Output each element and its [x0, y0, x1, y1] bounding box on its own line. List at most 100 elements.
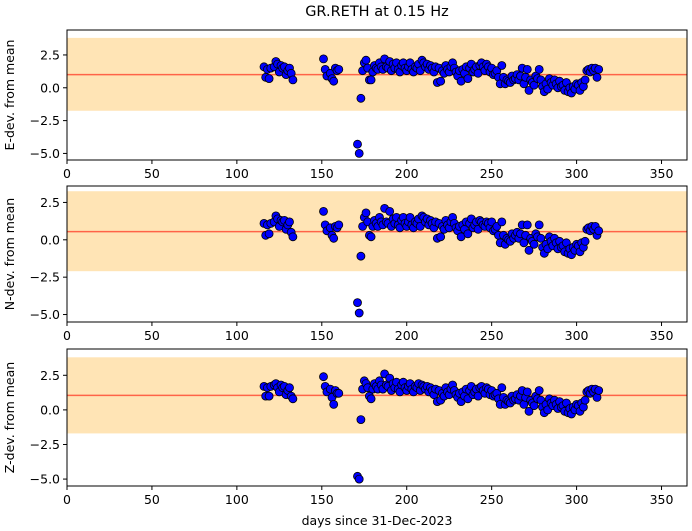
y-tick-label: 0.0	[40, 402, 60, 417]
y-tick-label: 0.0	[40, 232, 60, 247]
x-tick-label: 100	[225, 492, 249, 507]
data-point	[366, 232, 376, 242]
y-tick-label: −2.5	[30, 437, 60, 452]
data-point	[334, 220, 344, 230]
data-point	[319, 372, 328, 382]
data-point	[353, 298, 362, 308]
x-tick-label: 150	[310, 166, 334, 181]
data-point	[594, 65, 604, 74]
x-tick-label: 350	[650, 166, 674, 181]
y-tick-label: 0.0	[40, 80, 60, 95]
y-tick-label: 2.5	[40, 47, 60, 62]
data-point	[522, 220, 532, 230]
x-tick-label: 50	[144, 166, 160, 181]
x-tick-label: 200	[395, 492, 419, 507]
x-tick-label: 0	[63, 166, 71, 181]
data-point	[329, 233, 339, 243]
data-point	[361, 208, 371, 218]
x-tick-label: 0	[63, 492, 71, 507]
x-tick-label: 50	[144, 328, 160, 343]
data-point	[356, 93, 366, 103]
data-point	[285, 217, 294, 227]
data-point	[288, 232, 298, 242]
plot-area	[67, 357, 687, 484]
x-tick-label: 250	[480, 328, 504, 343]
data-point	[264, 391, 274, 401]
y-axis-label: N-dev. from mean	[2, 198, 17, 310]
y-tick-label: −5.0	[30, 307, 60, 322]
x-tick-label: 300	[565, 166, 589, 181]
data-point	[524, 406, 534, 416]
data-point	[285, 383, 294, 393]
panel-1: 0 50 100 150 200 250 300 350 −5.0 −2.5 0.0 2.5 E-dev…	[2, 29, 688, 181]
panel-frame	[66, 185, 688, 323]
y-tick-label: −5.0	[30, 146, 60, 161]
panel-frame	[66, 348, 688, 487]
data-point	[534, 220, 544, 230]
x-tick-label: 200	[395, 166, 419, 181]
x-tick-label: 150	[310, 492, 334, 507]
data-point	[522, 387, 532, 397]
y-tick-label: −2.5	[30, 270, 60, 285]
data-point	[436, 76, 446, 86]
y-tick-label: −5.0	[30, 472, 60, 487]
data-point	[580, 395, 590, 405]
x-tick-label: 50	[144, 492, 160, 507]
x-tick-label: 250	[480, 166, 504, 181]
data-point	[594, 386, 604, 395]
data-point	[463, 74, 473, 83]
y-tick-label: −2.5	[30, 113, 60, 128]
data-point	[353, 139, 362, 149]
data-point	[436, 232, 446, 242]
data-point	[524, 86, 534, 95]
data-point	[288, 394, 298, 404]
data-point	[288, 75, 298, 85]
data-point	[592, 72, 602, 82]
data-point	[529, 401, 539, 411]
data-point	[264, 74, 274, 83]
panel-3: 0 50 100 150 200 250 300 350 −5.0 −2.5 0.0 2.5 Z-dev…	[2, 348, 688, 507]
plot-area	[67, 37, 687, 158]
data-point	[497, 383, 507, 393]
y-axis-label: Z-dev. from mean	[2, 362, 17, 473]
data-point	[334, 388, 344, 398]
data-point	[356, 251, 366, 261]
chart-title: GR.RETH at 0.15 Hz	[305, 4, 449, 20]
data-point	[329, 76, 339, 86]
data-point	[319, 54, 328, 64]
x-tick-label: 300	[565, 492, 589, 507]
data-point	[356, 415, 366, 425]
data-point	[522, 65, 532, 74]
y-tick-label: 2.5	[40, 368, 60, 383]
data-point	[334, 65, 344, 74]
x-tick-label: 150	[310, 328, 334, 343]
data-point	[580, 75, 590, 85]
x-tick-label: 350	[650, 328, 674, 343]
x-tick-label: 200	[395, 328, 419, 343]
data-point	[354, 308, 364, 318]
data-point	[529, 239, 539, 249]
data-point	[497, 61, 507, 70]
x-tick-label: 250	[480, 492, 504, 507]
x-tick-label: 300	[565, 328, 589, 343]
data-point	[385, 206, 395, 216]
data-point	[524, 245, 534, 255]
data-point	[594, 226, 604, 236]
data-point	[366, 394, 376, 404]
y-tick-label: 2.5	[40, 195, 60, 210]
x-tick-label: 350	[650, 492, 674, 507]
data-point	[536, 233, 546, 243]
y-axis-label: E-dev. from mean	[2, 40, 17, 151]
data-point	[580, 236, 590, 246]
x-tick-label: 100	[225, 328, 249, 343]
x-tick-label: 100	[225, 166, 249, 181]
data-point	[534, 386, 544, 395]
data-point	[366, 75, 376, 85]
x-axis-label: days since 31-Dec-2023	[302, 513, 453, 528]
data-point	[534, 65, 544, 74]
data-point	[361, 55, 371, 65]
panels: 0 50 100 150 200 250 300 350 −5.0 −2.5 0.0 2.5 E-dev…	[2, 29, 688, 507]
data-point	[497, 217, 507, 227]
plot-area	[67, 191, 687, 318]
